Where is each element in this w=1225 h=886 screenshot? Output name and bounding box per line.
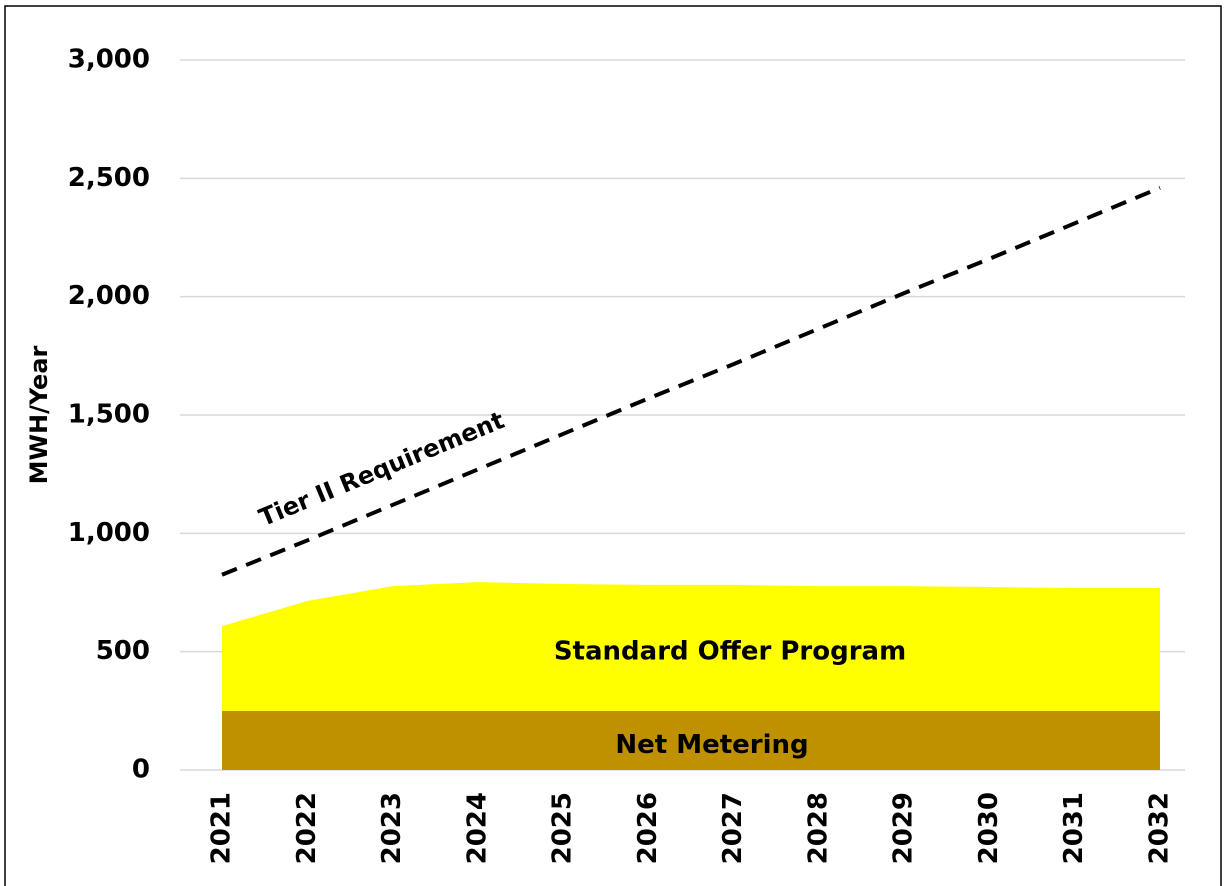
x-tick-label: 2029 [889, 792, 919, 864]
x-tick-label: 2025 [548, 792, 578, 864]
x-tick-label: 2031 [1059, 792, 1089, 864]
x-tick-label: 2024 [462, 792, 492, 864]
series-label: Standard Offer Program [554, 637, 906, 667]
y-tick-label: 1,500 [68, 400, 150, 430]
area [222, 710, 1160, 770]
x-tick-label: 2026 [633, 792, 663, 864]
x-tick-label: 2023 [377, 792, 407, 864]
y-tick-label: 0 [132, 755, 150, 785]
y-tick-label: 1,000 [68, 518, 150, 548]
y-tick-label: 500 [96, 636, 150, 666]
y-tick-label: 2,000 [68, 281, 150, 311]
y-tick-label: 3,000 [68, 45, 150, 75]
x-tick-label: 2032 [1145, 792, 1175, 864]
y-tick-label: 2,500 [68, 163, 150, 193]
area [222, 582, 1160, 711]
x-tick-label: 2028 [803, 792, 833, 864]
x-tick-label: 2027 [718, 792, 748, 864]
frame [4, 5, 1222, 886]
y-axis-label: MWH/Year [25, 345, 53, 484]
x-tick-label: 2022 [292, 792, 322, 864]
x-tick-label: 2030 [974, 792, 1004, 864]
series-label: Net Metering [615, 730, 808, 760]
series-label: Tier II Requirement [255, 406, 508, 532]
line [221, 185, 1161, 577]
x-tick-label: 2021 [207, 792, 237, 864]
